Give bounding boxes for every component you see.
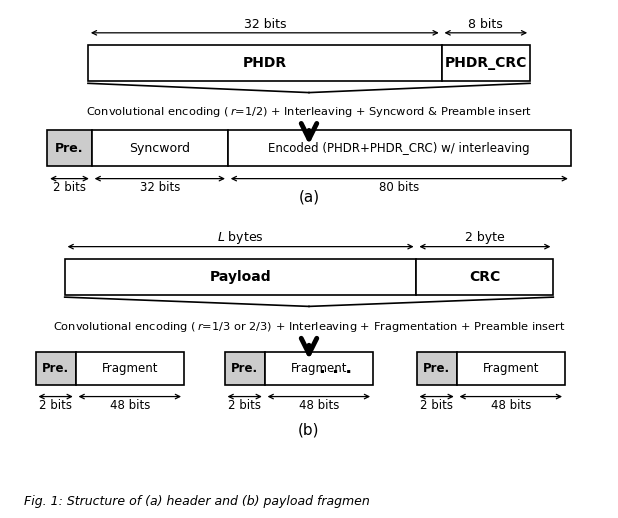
- Text: Fragment: Fragment: [101, 362, 158, 375]
- Text: 2 bits: 2 bits: [228, 399, 261, 412]
- Bar: [265, 352, 373, 385]
- Bar: [457, 352, 565, 385]
- Text: Payload: Payload: [210, 270, 271, 284]
- Bar: [442, 45, 530, 81]
- Text: 80 bits: 80 bits: [379, 181, 420, 194]
- Bar: [75, 352, 184, 385]
- Text: Convolutional encoding ( $r$=1/2) + Interleaving + Syncword & Preamble insert: Convolutional encoding ( $r$=1/2) + Inte…: [86, 105, 532, 119]
- Text: 2 bits: 2 bits: [420, 399, 453, 412]
- Text: 32 bits: 32 bits: [140, 181, 180, 194]
- Text: PHDR_CRC: PHDR_CRC: [444, 56, 527, 70]
- Bar: [417, 259, 553, 295]
- Bar: [417, 352, 457, 385]
- Text: CRC: CRC: [469, 270, 501, 284]
- Text: 2 bits: 2 bits: [39, 399, 72, 412]
- Text: (b): (b): [298, 423, 320, 438]
- Text: Pre.: Pre.: [42, 362, 69, 375]
- Bar: [228, 130, 571, 166]
- Bar: [47, 130, 91, 166]
- Text: Syncword: Syncword: [129, 142, 190, 155]
- Text: Convolutional encoding ( $r$=1/3 or 2/3) + Interleaving + Fragmentation + Preamb: Convolutional encoding ( $r$=1/3 or 2/3)…: [53, 320, 565, 334]
- Text: Pre.: Pre.: [423, 362, 450, 375]
- Bar: [225, 352, 265, 385]
- Text: Pre.: Pre.: [231, 362, 258, 375]
- Text: 8 bits: 8 bits: [468, 18, 503, 31]
- Bar: [36, 352, 75, 385]
- Text: $L$ bytes: $L$ bytes: [217, 229, 264, 247]
- Text: Pre.: Pre.: [55, 142, 84, 155]
- Text: PHDR: PHDR: [243, 56, 287, 70]
- Text: (a): (a): [298, 190, 320, 205]
- Text: 2 byte: 2 byte: [465, 232, 505, 244]
- Text: 32 bits: 32 bits: [243, 18, 286, 31]
- Text: 48 bits: 48 bits: [298, 399, 339, 412]
- Bar: [91, 130, 228, 166]
- Text: . . .: . . .: [319, 359, 352, 377]
- Bar: [88, 45, 442, 81]
- Text: 48 bits: 48 bits: [109, 399, 150, 412]
- Text: 48 bits: 48 bits: [491, 399, 531, 412]
- Text: Fragment: Fragment: [290, 362, 347, 375]
- Bar: [65, 259, 417, 295]
- Text: 2 bits: 2 bits: [53, 181, 86, 194]
- Text: Fragment: Fragment: [483, 362, 539, 375]
- Text: Encoded (PHDR+PHDR_CRC) w/ interleaving: Encoded (PHDR+PHDR_CRC) w/ interleaving: [268, 142, 530, 155]
- Text: Fig. 1: Structure of (a) header and (b) payload fragmen: Fig. 1: Structure of (a) header and (b) …: [24, 495, 370, 508]
